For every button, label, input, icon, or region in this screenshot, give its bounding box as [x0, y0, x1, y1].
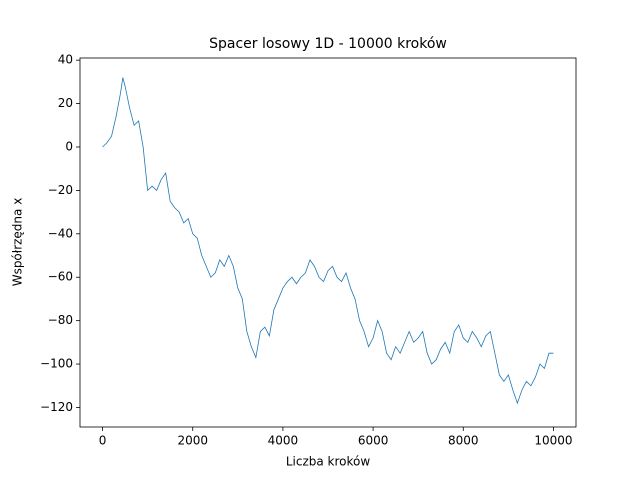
x-tick-label: 0: [99, 434, 107, 448]
y-tick-label: 40: [58, 53, 73, 67]
x-tick-label: 8000: [448, 434, 479, 448]
chart-title: Spacer losowy 1D - 10000 kroków: [209, 36, 447, 52]
y-tick-label: −60: [48, 270, 73, 284]
y-axis-label: Współrzędna x: [11, 198, 25, 287]
y-tick-label: 0: [65, 139, 73, 153]
line-series: [102, 77, 554, 405]
y-tick-label: −120: [40, 400, 73, 414]
y-tick-label: −20: [48, 183, 73, 197]
x-tick-label: 6000: [358, 434, 389, 448]
x-tick-label: 10000: [534, 434, 572, 448]
y-tick-label: −100: [40, 357, 73, 371]
y-tick-label: −40: [48, 226, 73, 240]
y-tick-label: 20: [58, 96, 73, 110]
x-tick-label: 4000: [268, 434, 299, 448]
y-tick-label: −80: [48, 313, 73, 327]
x-tick-label: 2000: [177, 434, 208, 448]
x-axis-label: Liczba kroków: [286, 455, 371, 469]
plot-frame: [79, 57, 577, 428]
